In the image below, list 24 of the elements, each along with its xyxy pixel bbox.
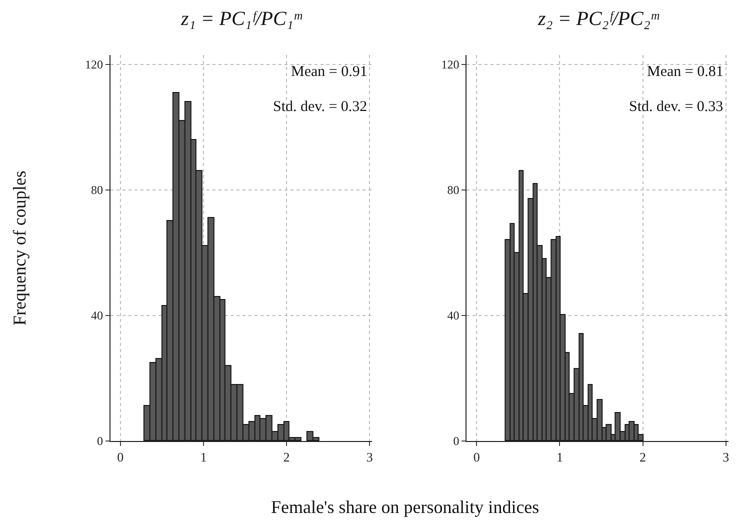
y-tick-label: 40 — [447, 308, 460, 323]
x-tick-label: 1 — [200, 450, 207, 465]
y-axis-title: Frequency of couples — [10, 170, 30, 326]
chart-title: z₁ = PC₁ᶠ/PC₁ᵐ — [180, 8, 302, 30]
y-tick-label: 0 — [453, 434, 460, 448]
x-tick-label: 3 — [722, 450, 730, 465]
chart-title: z₂ = PC₂ᶠ/PC₂ᵐ — [537, 8, 660, 30]
x-axis-title: Female's share on personality indices — [271, 497, 540, 517]
y-tick-label: 80 — [91, 183, 104, 198]
x-tick-label: 2 — [640, 450, 646, 465]
y-tick-label: 120 — [85, 58, 104, 72]
x-tick-label: 0 — [117, 450, 124, 465]
y-tick-label: 80 — [447, 183, 460, 198]
annotation: Mean = 0.81 — [647, 64, 724, 80]
annotation: Std. dev. = 0.32 — [273, 99, 368, 115]
x-tick-label: 3 — [366, 450, 373, 465]
y-tick-label: 40 — [91, 308, 104, 323]
y-tick-label: 120 — [441, 58, 460, 72]
y-tick-label: 0 — [97, 434, 104, 448]
x-tick-label: 0 — [473, 450, 480, 465]
x-tick-label: 1 — [556, 450, 563, 465]
annotation: Std. dev. = 0.33 — [629, 99, 724, 115]
annotation: Mean = 0.91 — [291, 64, 368, 80]
x-tick-label: 2 — [283, 450, 290, 465]
